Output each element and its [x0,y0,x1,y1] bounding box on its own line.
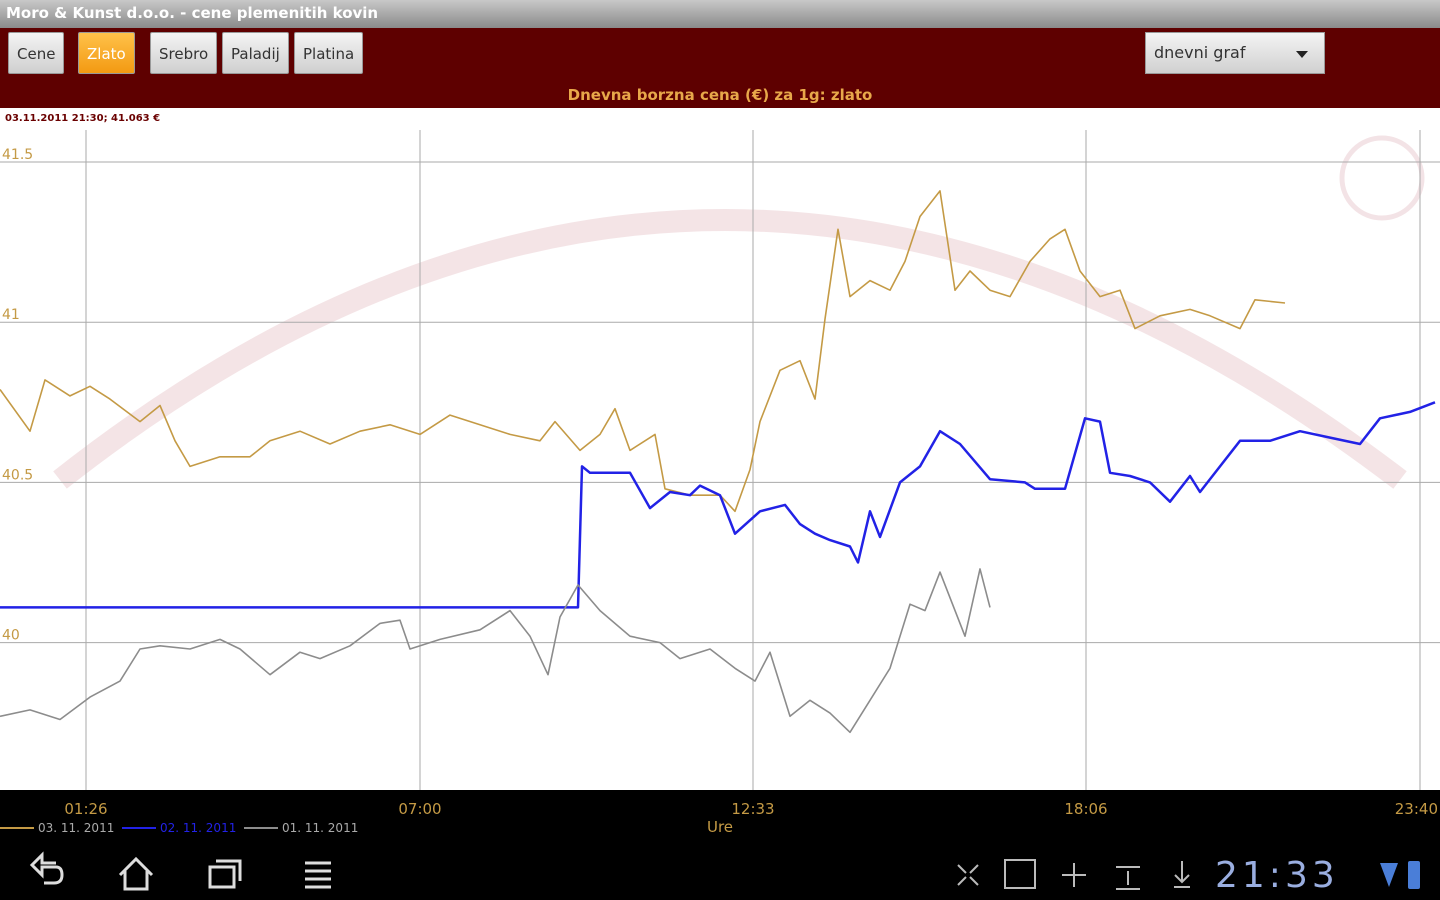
window-title: Moro & Kunst d.o.o. - cene plemenitih ko… [0,0,1440,28]
x-tick-label: 01:26 [64,800,107,818]
series-line [0,401,1436,609]
graph-dropdown[interactable]: dnevni graf [1145,32,1325,74]
toolbar: Cene Zlato Srebro Paladij Platina dnevni gra… [0,28,1440,108]
y-tick-label: 40.5 [2,467,33,483]
recent-apps-button[interactable] [208,859,242,889]
y-tick-label: 41.5 [2,147,33,163]
home-button[interactable] [118,856,154,891]
x-axis-label: Ure [707,818,733,836]
x-tick-label: 23:40 [1395,800,1438,818]
tab-button[interactable]: Platina [294,32,364,74]
x-tick-label: 12:33 [731,800,774,818]
x-tick-label: 07:00 [398,800,441,818]
tab-button[interactable]: Zlato [78,32,135,74]
price-info: 03.11.2011 21:30; 41.063 € [5,113,160,124]
series-line [0,568,991,734]
chart-title: Dnevna borzna cena (€) za 1g: zlato [567,86,873,104]
legend-label: 03. 11. 2011 [38,821,114,835]
y-tick-label: 41 [2,307,20,323]
tab-button[interactable]: Srebro [150,32,218,74]
series-line [0,190,1286,513]
nav-icons: 21:33 [29,851,1420,896]
status-icons [957,859,1190,890]
signal-icon [1380,863,1398,887]
legend-label: 02. 11. 2011 [160,821,236,835]
watermark [53,135,1425,489]
legend-label: 01. 11. 2011 [282,821,358,835]
back-button[interactable] [29,851,64,885]
x-tick-label: 18:06 [1064,800,1107,818]
tab-button[interactable]: Paladij [222,32,289,74]
tab-button[interactable]: Cene [8,32,65,74]
y-tick-label: 40 [2,628,20,644]
battery-icon [1408,861,1420,889]
clock: 21:33 [1215,855,1339,896]
menu-button[interactable] [305,861,331,889]
system-nav-bar: 21:33 [0,845,1440,900]
